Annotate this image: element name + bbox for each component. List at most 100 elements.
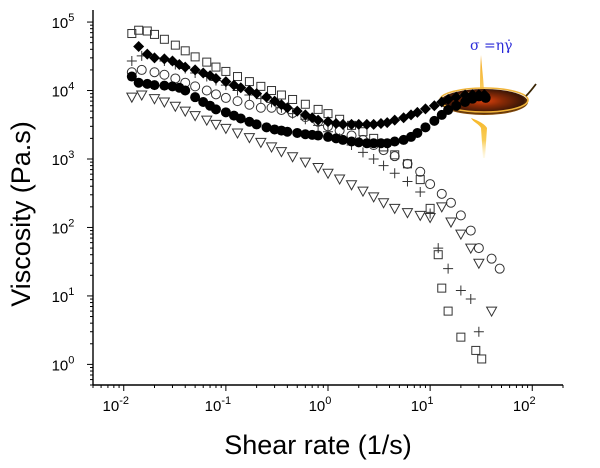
x-tick-label: 101 — [411, 395, 434, 415]
data-point — [282, 126, 293, 137]
y-tick-label: 101 — [52, 286, 75, 306]
data-point — [357, 186, 369, 198]
data-point — [436, 188, 447, 199]
data-point — [220, 107, 231, 118]
x-tick-label: 100 — [309, 395, 332, 415]
axes — [92, 10, 563, 386]
data-point — [275, 147, 288, 158]
series-plus — [126, 50, 484, 337]
x-tick-label: 10-2 — [103, 395, 129, 415]
data-point — [415, 166, 426, 177]
data-point — [389, 168, 400, 179]
data-point — [159, 34, 169, 44]
data-point — [402, 159, 412, 169]
data-point — [300, 99, 310, 109]
data-point — [480, 92, 491, 103]
data-point — [471, 345, 481, 355]
data-series — [125, 25, 505, 364]
data-point — [179, 106, 192, 118]
data-point — [235, 82, 247, 94]
data-point — [170, 40, 180, 50]
data-point — [368, 138, 379, 149]
data-point — [292, 127, 303, 138]
data-point — [443, 306, 453, 316]
tick-marks — [87, 21, 564, 391]
y-tick-label: 102 — [52, 217, 75, 237]
series-square-open — [127, 25, 487, 364]
data-point — [473, 258, 485, 270]
data-point — [477, 354, 487, 364]
data-point — [312, 163, 324, 174]
data-point — [133, 40, 145, 52]
data-point — [465, 294, 476, 305]
data-point — [134, 25, 144, 35]
series-circle-filled — [126, 71, 491, 149]
y-tick-label: 103 — [52, 149, 75, 169]
data-point — [135, 90, 148, 102]
data-point — [437, 283, 447, 293]
data-point — [149, 29, 159, 39]
data-point — [425, 179, 436, 190]
data-point — [428, 100, 440, 112]
data-point — [450, 91, 462, 103]
data-point — [455, 285, 466, 296]
data-point — [149, 80, 160, 91]
series-triangle-down-open — [125, 90, 498, 318]
data-point — [251, 88, 263, 100]
data-point — [244, 77, 254, 87]
data-point — [231, 128, 244, 139]
x-tick-label: 102 — [513, 395, 536, 415]
data-point — [210, 89, 221, 100]
data-point — [288, 94, 298, 104]
data-point — [401, 208, 414, 219]
data-point — [243, 133, 256, 144]
data-point — [330, 117, 342, 129]
data-point — [267, 86, 277, 96]
data-point — [357, 147, 368, 158]
data-point — [312, 114, 324, 126]
data-point — [169, 101, 182, 113]
data-point — [244, 99, 255, 110]
data-point — [159, 69, 170, 80]
data-point — [125, 92, 138, 104]
data-point — [337, 134, 348, 145]
data-point — [389, 114, 401, 126]
data-point — [159, 80, 170, 91]
data-point — [148, 52, 160, 64]
data-point — [190, 92, 201, 103]
data-point — [322, 168, 334, 180]
data-point — [443, 104, 454, 115]
y-tick-label: 100 — [52, 354, 75, 374]
data-point — [220, 92, 231, 103]
data-point — [419, 103, 431, 115]
data-point — [235, 113, 246, 124]
data-point — [190, 52, 200, 62]
data-point — [126, 55, 137, 66]
data-point — [200, 115, 213, 127]
data-point — [435, 202, 448, 213]
data-point — [368, 118, 380, 130]
data-point — [286, 152, 299, 163]
data-point — [254, 137, 267, 149]
data-point — [358, 127, 368, 137]
data-point — [429, 115, 440, 126]
data-point — [353, 137, 364, 148]
honey-drip-top — [480, 55, 484, 98]
data-point — [486, 253, 497, 264]
data-point — [261, 91, 273, 103]
data-point — [210, 119, 222, 131]
data-point — [443, 263, 454, 274]
y-tick-label: 105 — [52, 12, 75, 32]
data-point — [190, 81, 201, 92]
data-point — [345, 180, 358, 191]
data-point — [473, 243, 484, 254]
data-point — [136, 64, 147, 75]
data-point — [220, 123, 232, 135]
data-point — [261, 122, 272, 133]
data-point — [414, 210, 427, 222]
data-point — [180, 85, 191, 96]
data-point — [337, 118, 349, 130]
data-point — [389, 151, 400, 162]
data-point — [202, 57, 212, 67]
